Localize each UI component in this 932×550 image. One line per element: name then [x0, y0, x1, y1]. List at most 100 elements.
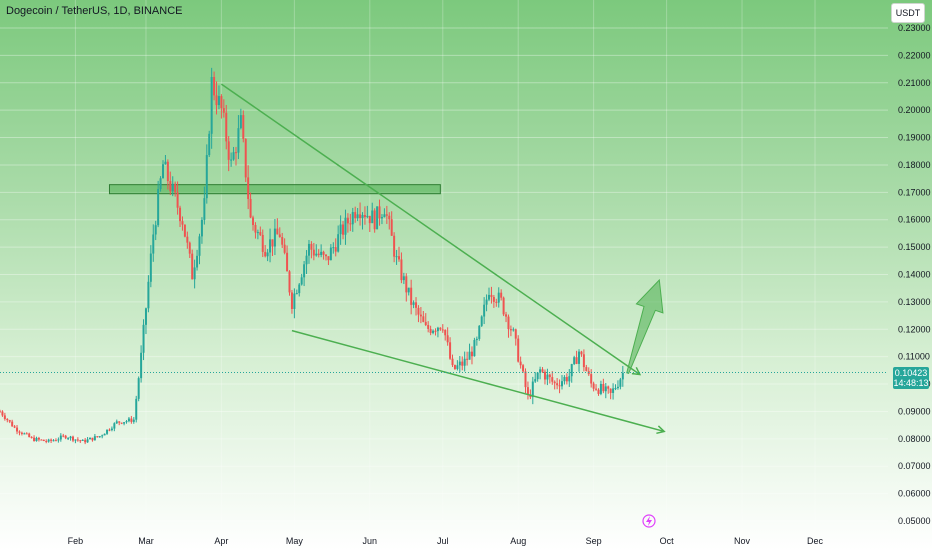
candle-body	[13, 426, 16, 428]
candle-body	[37, 437, 40, 440]
candle-body	[368, 215, 371, 224]
candle-body	[502, 297, 505, 315]
candle-body	[252, 217, 255, 226]
candle-body	[444, 329, 447, 336]
y-tick-label: 0.06000	[898, 489, 931, 499]
candle-body	[305, 255, 308, 265]
candle-body	[548, 374, 551, 378]
candle-body	[327, 256, 330, 261]
y-tick-label: 0.19000	[898, 133, 931, 143]
candle-body	[74, 439, 77, 441]
candle-body	[249, 198, 252, 218]
breakout-arrow	[626, 278, 664, 375]
candle-body	[475, 338, 478, 341]
candle-body	[110, 428, 113, 431]
candle-body	[191, 253, 194, 280]
last-price-label: 0.10423 14:48:13	[893, 367, 929, 389]
candle-body	[220, 96, 223, 109]
candle-body	[286, 252, 289, 272]
candle-body	[580, 351, 583, 355]
candle-body	[183, 224, 186, 237]
y-axis: 0.23000 0.22000 0.21000 0.20000 0.19000 0.180…	[898, 23, 931, 526]
candle-body	[473, 340, 476, 357]
candle-body	[427, 325, 430, 329]
candle-body	[123, 422, 126, 424]
candle-body	[451, 358, 454, 366]
candle-body	[130, 418, 133, 422]
candle-body	[125, 421, 128, 423]
candle-body	[539, 369, 542, 373]
candle-body	[205, 155, 208, 199]
candle-body	[290, 292, 293, 309]
candle-body	[395, 256, 398, 258]
candle-body	[232, 152, 235, 160]
candle-body	[42, 439, 45, 442]
candle-body	[429, 328, 432, 333]
candle-body	[239, 115, 242, 129]
y-tick-label: 0.11000	[898, 352, 930, 362]
candle-body	[227, 141, 230, 160]
candle-body	[461, 361, 464, 366]
candlestick-series	[0, 67, 624, 445]
candle-body	[597, 389, 600, 394]
candle-body	[181, 221, 184, 225]
candle-body	[198, 236, 201, 256]
candle-body	[436, 327, 439, 332]
candle-body	[261, 234, 264, 252]
lightning-icon-bolt	[646, 516, 652, 526]
candle-body	[602, 383, 605, 392]
candle-body	[8, 420, 11, 422]
y-tick-label: 0.09000	[898, 406, 931, 416]
candle-body	[89, 437, 92, 440]
candle-body	[283, 244, 286, 253]
candle-body	[342, 224, 345, 235]
candle-body	[166, 161, 169, 182]
candle-body	[186, 236, 189, 243]
candle-body	[383, 214, 386, 218]
resistance-zone	[108, 184, 441, 195]
lightning-icon[interactable]	[642, 514, 656, 528]
candle-body	[120, 422, 123, 424]
candle-body	[154, 225, 157, 235]
candle-body	[137, 378, 140, 399]
candle-body	[81, 439, 84, 441]
candle-body	[556, 383, 559, 386]
candle-body	[0, 411, 1, 413]
candle-body	[405, 276, 408, 293]
candle-body	[553, 381, 556, 384]
candle-body	[271, 239, 274, 247]
candle-body	[558, 385, 561, 387]
candle-body	[592, 383, 595, 389]
candle-body	[169, 181, 172, 192]
candle-body	[478, 325, 481, 339]
candle-body	[35, 437, 38, 442]
candle-body	[142, 324, 145, 353]
candle-body	[28, 433, 31, 438]
candle-body	[210, 76, 213, 134]
candle-body	[332, 247, 335, 249]
candle-body	[315, 253, 318, 256]
candle-body	[363, 215, 366, 218]
candle-body	[64, 435, 67, 439]
candle-body	[147, 281, 150, 309]
currency-button[interactable]: USDT	[891, 3, 925, 23]
candle-body	[67, 438, 70, 440]
candle-body	[397, 256, 400, 260]
candle-body	[50, 439, 53, 441]
candle-body	[449, 342, 452, 359]
candle-body	[215, 95, 218, 106]
x-tick-label: Jun	[363, 536, 378, 546]
candle-body	[132, 419, 135, 422]
candle-body	[222, 108, 225, 113]
candle-body	[500, 292, 503, 298]
candle-body	[507, 316, 510, 330]
candle-body	[415, 302, 418, 308]
candle-body	[612, 388, 615, 393]
trendlines	[220, 83, 666, 435]
candle-body	[6, 418, 9, 421]
candle-body	[20, 432, 23, 434]
candle-body	[349, 223, 352, 225]
y-tick-label: 0.16000	[898, 215, 931, 225]
